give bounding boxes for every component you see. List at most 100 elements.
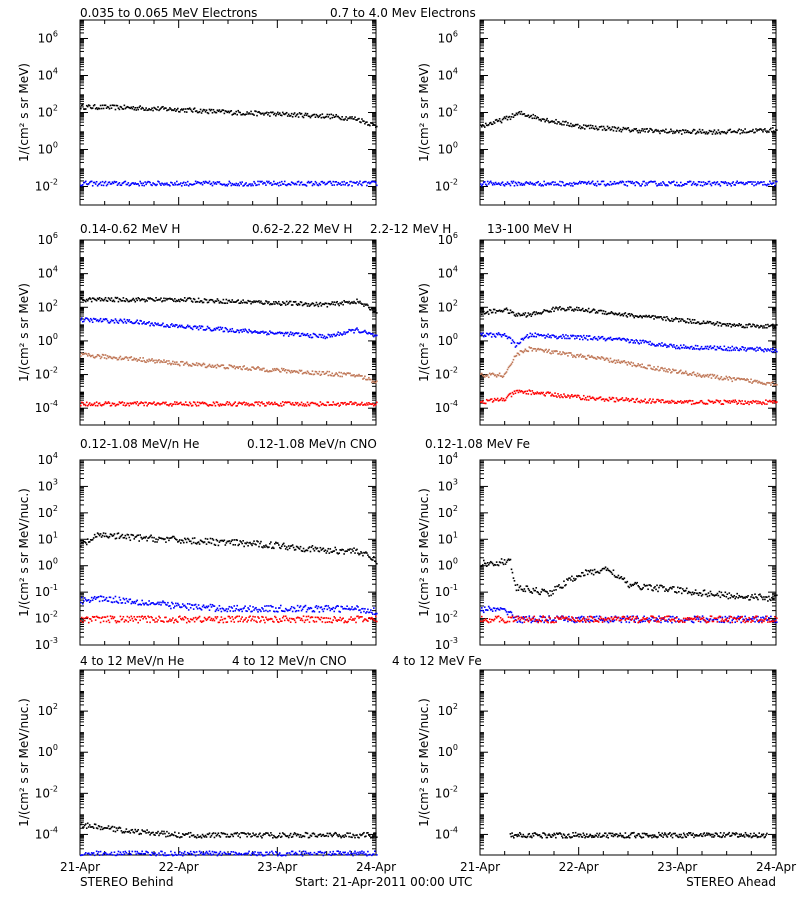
- data-point: [142, 107, 144, 110]
- data-point: [657, 316, 659, 318]
- data-point: [774, 184, 776, 187]
- data-point: [576, 354, 578, 356]
- data-point: [175, 538, 177, 541]
- data-point: [193, 401, 196, 404]
- data-point: [739, 324, 741, 327]
- data-point: [644, 130, 646, 133]
- data-point: [145, 107, 147, 109]
- data-point: [358, 117, 360, 120]
- data-point: [374, 560, 376, 562]
- data-point: [369, 556, 371, 559]
- data-point: [588, 395, 591, 398]
- data-point: [226, 328, 229, 331]
- data-point: [532, 183, 535, 186]
- data-point: [532, 348, 535, 350]
- data-point: [187, 538, 190, 541]
- data-point: [286, 115, 289, 117]
- data-point: [298, 369, 301, 372]
- data-point: [206, 325, 209, 328]
- data-point: [672, 181, 674, 183]
- data-point: [146, 300, 148, 302]
- data-point: [307, 303, 310, 305]
- data-point: [211, 404, 214, 407]
- data-point: [183, 111, 186, 113]
- data-point: [218, 365, 221, 368]
- data-point: [506, 337, 509, 340]
- data-point: [323, 117, 326, 119]
- data-point: [99, 357, 102, 360]
- data-point: [720, 403, 723, 406]
- data-point: [699, 347, 702, 350]
- data-point: [134, 401, 137, 404]
- data-point: [661, 184, 663, 187]
- data-point: [373, 404, 375, 407]
- data-point: [592, 357, 595, 359]
- data-point: [198, 401, 201, 404]
- data-point: [98, 355, 101, 357]
- data-point: [80, 184, 83, 187]
- data-point: [556, 350, 558, 353]
- data-point: [158, 324, 160, 327]
- data-point: [159, 299, 161, 301]
- data-point: [776, 383, 778, 386]
- data-point: [596, 397, 599, 400]
- data-point: [354, 116, 356, 118]
- data-point: [588, 311, 591, 314]
- data-point: [155, 184, 157, 187]
- data-point: [125, 298, 128, 300]
- data-point: [100, 320, 103, 323]
- data-point: [305, 114, 308, 117]
- data-point: [514, 392, 517, 395]
- data-point: [574, 394, 576, 397]
- data-point: [353, 118, 355, 120]
- data-point: [101, 353, 104, 356]
- data-point: [291, 402, 294, 404]
- data-point: [344, 333, 346, 335]
- data-point: [283, 545, 286, 547]
- data-point: [257, 180, 259, 183]
- data-point: [664, 343, 666, 345]
- data-point: [753, 323, 755, 326]
- data-point: [774, 349, 776, 352]
- data-point: [770, 324, 772, 327]
- data-point: [651, 342, 653, 345]
- data-point: [121, 107, 124, 110]
- data-point: [264, 546, 266, 548]
- data-point: [170, 537, 172, 539]
- data-point: [232, 184, 235, 186]
- data-point: [662, 367, 664, 370]
- data-point: [568, 337, 570, 340]
- data-point: [516, 342, 519, 344]
- data-point: [643, 341, 645, 344]
- data-point: [572, 124, 574, 126]
- data-point: [272, 111, 274, 114]
- data-point: [650, 367, 652, 370]
- y-tick-exponent: 4: [53, 451, 58, 460]
- data-point: [217, 299, 220, 302]
- data-point: [375, 309, 377, 311]
- data-point: [484, 402, 487, 405]
- data-point: [345, 116, 347, 118]
- data-point: [128, 300, 131, 303]
- data-point: [515, 389, 518, 392]
- data-point: [538, 118, 541, 121]
- data-point: [646, 127, 648, 130]
- data-point: [286, 303, 289, 306]
- data-point: [529, 313, 532, 315]
- data-point: [346, 402, 348, 405]
- data-point: [749, 347, 751, 349]
- data-point: [593, 184, 596, 186]
- data-point: [282, 542, 285, 545]
- data-point: [268, 180, 270, 183]
- data-point: [90, 354, 93, 357]
- data-point: [490, 398, 493, 400]
- data-point: [679, 320, 682, 322]
- data-point: [647, 401, 649, 404]
- data-point: [106, 320, 109, 322]
- data-point: [665, 344, 667, 347]
- data-point: [518, 181, 521, 184]
- data-point: [151, 107, 153, 110]
- data-point: [86, 299, 89, 302]
- data-point: [332, 401, 335, 403]
